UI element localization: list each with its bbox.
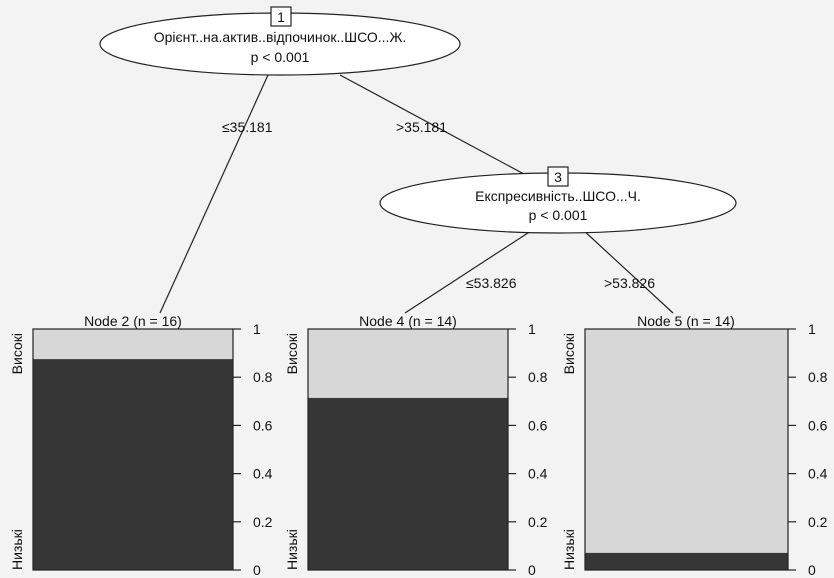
node-2-bar-high: [33, 329, 233, 360]
class-label-low: Низькі: [561, 529, 577, 570]
y-tick-label: 0.4: [528, 466, 548, 482]
edge-1-2: [159, 74, 269, 314]
terminal-node-2: Node 2 (n = 16) 0 0.2 0.4 0.6 0.8 1 Високі Низь…: [9, 313, 273, 578]
y-tick-label: 0.2: [253, 514, 273, 530]
class-label-low: Низькі: [284, 529, 300, 570]
node-1-p-value: p < 0.001: [251, 49, 310, 65]
edge-label-3-right: >53.826: [604, 275, 655, 291]
node-5-bar-high: [585, 329, 788, 553]
edge-3-4: [404, 228, 535, 314]
class-label-low: Низькі: [9, 529, 25, 570]
y-tick-label: 0.6: [253, 417, 273, 433]
class-label-high: Високі: [561, 333, 577, 374]
y-tick-label: 0: [253, 562, 261, 578]
class-label-high: Високі: [9, 333, 25, 374]
edge-label-1-left: ≤35.181: [222, 119, 273, 135]
node-2-bar-low: [33, 359, 233, 570]
edge-3-5: [581, 228, 674, 314]
y-tick-label: 0.8: [528, 369, 548, 385]
y-tick-label: 1: [528, 321, 536, 337]
edge-label-3-left: ≤53.826: [466, 275, 517, 291]
class-label-high: Високі: [284, 333, 300, 374]
node-3-variable: Експресивність..ШСО...Ч.: [475, 188, 641, 204]
y-tick-label: 0.8: [808, 369, 828, 385]
edge-1-3: [339, 74, 549, 188]
inner-node-1: 1 Орієнт..на.актив..відпочинок..ШСО...Ж.…: [99, 6, 461, 76]
y-tick-label: 0: [808, 562, 816, 578]
node-2-frame: [32, 328, 234, 571]
y-tick-label: 0.2: [808, 514, 828, 530]
node-1-id: 1: [277, 9, 285, 25]
terminal-node-5: Node 5 (n = 14) 0 0.2 0.4 0.6 0.8 1 Високі Низь…: [561, 313, 828, 578]
y-tick-label: 0.6: [528, 417, 548, 433]
node-2-title: Node 2 (n = 16): [84, 313, 182, 329]
node-5-title: Node 5 (n = 14): [637, 313, 735, 329]
node-5-frame: [584, 328, 789, 571]
node-4-bar-low: [308, 397, 508, 570]
y-tick-label: 1: [808, 321, 816, 337]
node-1-id-box: [270, 6, 292, 27]
node-1-variable: Орієнт..на.актив..відпочинок..ШСО...Ж.: [154, 29, 407, 45]
y-tick-label: 0.6: [808, 417, 828, 433]
terminal-node-4: Node 4 (n = 14) 0 0.2 0.4 0.6 0.8 1 Високі Низь…: [284, 313, 548, 578]
node-4-frame: [307, 328, 509, 571]
y-tick-label: 0: [528, 562, 536, 578]
node-4-bar-high: [308, 329, 508, 398]
node-4-title: Node 4 (n = 14): [359, 313, 457, 329]
inner-node-3: 3 Експресивність..ШСО...Ч. p < 0.001: [379, 166, 737, 234]
y-tick-label: 0.2: [528, 514, 548, 530]
node-3-p-value: p < 0.001: [529, 207, 588, 223]
node-5-bar-low: [585, 552, 788, 570]
y-tick-label: 0.8: [253, 369, 273, 385]
edge-label-1-right: >35.181: [396, 119, 447, 135]
node-3-id-box: [547, 166, 569, 187]
y-tick-label: 1: [253, 321, 261, 337]
node-3-id: 3: [554, 169, 562, 185]
y-tick-label: 0.4: [253, 466, 273, 482]
y-tick-label: 0.4: [808, 466, 828, 482]
